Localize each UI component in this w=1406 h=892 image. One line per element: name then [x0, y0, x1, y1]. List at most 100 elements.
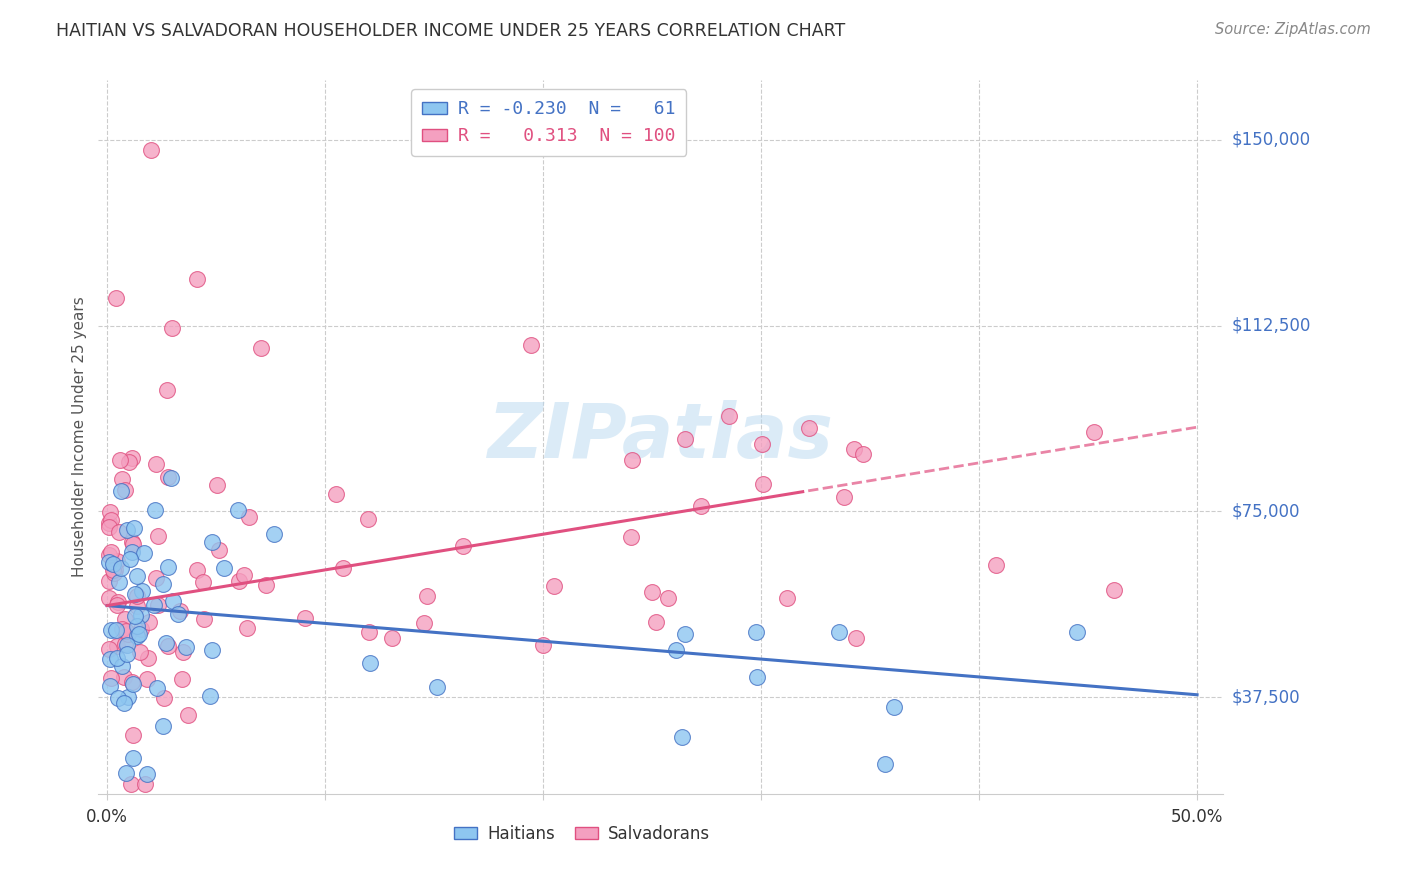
Point: [776, 591, 799, 605]
Point: [98, 555, 121, 569]
Point: [122, 537, 145, 551]
Point: [108, 452, 131, 467]
Point: [152, 719, 174, 733]
Point: [114, 624, 136, 638]
Point: [98, 679, 121, 693]
Point: [127, 619, 149, 633]
Point: [415, 589, 437, 603]
Point: [103, 557, 125, 571]
Point: [139, 143, 162, 157]
Point: [136, 767, 159, 781]
Point: [117, 690, 139, 705]
Point: [104, 624, 127, 638]
Point: [138, 615, 160, 630]
Point: [114, 637, 136, 651]
Point: [205, 477, 228, 491]
Point: [107, 574, 129, 589]
Point: [134, 546, 156, 560]
Point: [172, 645, 194, 659]
Point: [98, 516, 121, 530]
Point: [100, 545, 122, 559]
Point: [176, 707, 198, 722]
Point: [451, 539, 474, 553]
Point: [620, 529, 643, 543]
Point: [103, 563, 125, 577]
Point: [111, 472, 134, 486]
Point: [134, 777, 156, 791]
Point: [852, 447, 875, 461]
Point: [146, 529, 169, 543]
Point: [235, 621, 257, 635]
Text: Source: ZipAtlas.com: Source: ZipAtlas.com: [1215, 22, 1371, 37]
Point: [645, 615, 668, 630]
Point: [212, 561, 235, 575]
Point: [105, 650, 128, 665]
Text: ZIPatlas: ZIPatlas: [488, 401, 834, 474]
Point: [129, 622, 152, 636]
Point: [121, 674, 143, 689]
Point: [1066, 625, 1088, 640]
Point: [832, 490, 855, 504]
Point: [145, 681, 167, 695]
Point: [121, 451, 143, 466]
Point: [1083, 425, 1105, 440]
Point: [797, 421, 820, 435]
Point: [98, 549, 121, 563]
Point: [751, 436, 773, 450]
Point: [718, 409, 741, 424]
Point: [98, 642, 121, 657]
Point: [641, 584, 664, 599]
Point: [104, 291, 127, 305]
Point: [122, 521, 145, 535]
Point: [121, 544, 143, 558]
Point: [186, 563, 208, 577]
Point: [176, 640, 198, 655]
Point: [98, 519, 121, 533]
Point: [673, 626, 696, 640]
Point: [107, 595, 129, 609]
Point: [112, 696, 135, 710]
Point: [745, 625, 768, 640]
Y-axis label: Householder Income Under 25 years: Householder Income Under 25 years: [72, 297, 87, 577]
Point: [125, 589, 148, 603]
Point: [1102, 583, 1125, 598]
Point: [124, 609, 146, 624]
Point: [984, 558, 1007, 572]
Point: [673, 432, 696, 446]
Point: [104, 563, 127, 577]
Point: [191, 575, 214, 590]
Point: [117, 626, 139, 640]
Text: $75,000: $75,000: [1232, 502, 1301, 520]
Point: [105, 598, 128, 612]
Point: [142, 598, 165, 612]
Point: [200, 689, 222, 703]
Point: [201, 642, 224, 657]
Point: [131, 583, 153, 598]
Point: [125, 569, 148, 583]
Point: [426, 680, 449, 694]
Point: [256, 577, 278, 591]
Point: [129, 608, 152, 623]
Point: [621, 453, 644, 467]
Point: [325, 486, 347, 500]
Point: [120, 552, 142, 566]
Point: [117, 638, 139, 652]
Point: [156, 559, 179, 574]
Point: [120, 777, 142, 791]
Point: [110, 560, 132, 574]
Point: [294, 611, 316, 625]
Point: [689, 499, 711, 513]
Point: [127, 628, 149, 642]
Point: [145, 458, 167, 472]
Point: [357, 512, 380, 526]
Point: [100, 623, 122, 637]
Point: [169, 604, 191, 618]
Point: [226, 503, 249, 517]
Point: [671, 730, 693, 744]
Point: [162, 594, 184, 608]
Point: [107, 525, 129, 540]
Point: [228, 574, 250, 588]
Point: [111, 659, 134, 673]
Point: [332, 561, 354, 575]
Point: [167, 607, 190, 622]
